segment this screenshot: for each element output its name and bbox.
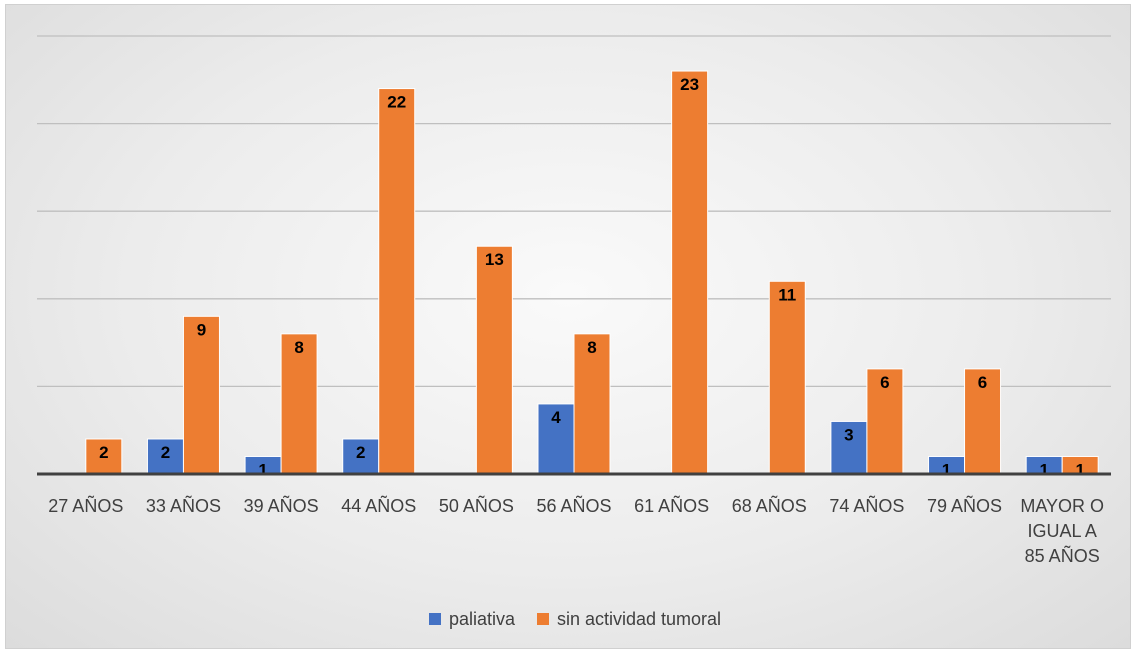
data-label: 2: [356, 443, 365, 462]
bar-paliativa: [537, 403, 575, 475]
x-tick-label: 56 AÑOS: [536, 495, 611, 516]
x-tick-label: 33 AÑOS: [146, 495, 221, 516]
bar-paliativa: [830, 420, 868, 475]
legend-entry-sin-actividad: sin actividad tumoral: [536, 608, 722, 630]
data-label: 2: [99, 443, 108, 462]
x-tick-label: 27 AÑOS: [48, 495, 123, 516]
data-label: 1: [1075, 460, 1084, 479]
data-label: 2: [161, 443, 170, 462]
data-label: 11: [778, 285, 796, 304]
data-label: 6: [978, 373, 987, 392]
data-label: 8: [294, 338, 303, 357]
data-label: 22: [387, 93, 406, 112]
data-label: 1: [1039, 460, 1048, 479]
x-tick-label: MAYOR O IGUAL A 85 AÑOS: [1020, 496, 1104, 566]
bar-sin-actividad: [964, 368, 1002, 475]
x-tick-label: 44 AÑOS: [341, 495, 416, 516]
bar-sin-actividad: [378, 88, 416, 475]
x-tick-label: 74 AÑOS: [829, 495, 904, 516]
legend-swatch-paliativa: [428, 613, 441, 625]
legend-label-sin-actividad: sin actividad tumoral: [556, 608, 722, 629]
bar-sin-actividad: [182, 315, 220, 475]
legend: paliativa sin actividad tumoral: [372, 597, 778, 641]
x-tick-label: 50 AÑOS: [439, 495, 514, 516]
bar-sin-actividad: [475, 245, 513, 475]
data-label: 9: [197, 320, 206, 339]
legend-entry-paliativa: paliativa: [428, 608, 515, 630]
data-label: 1: [942, 460, 951, 479]
data-label: 23: [680, 75, 699, 94]
data-label: 6: [880, 373, 889, 392]
x-tick-label: 39 AÑOS: [244, 495, 319, 516]
data-label: 13: [485, 250, 504, 269]
bar-sin-actividad: [671, 70, 709, 475]
data-label: 3: [844, 425, 853, 444]
data-label: 1: [258, 460, 267, 479]
x-tick-label: 61 AÑOS: [634, 495, 709, 516]
bar-sin-actividad: [280, 333, 318, 475]
data-label: 4: [551, 408, 561, 427]
legend-label-paliativa: paliativa: [448, 608, 515, 629]
legend-swatch-sin-actividad: [536, 613, 549, 625]
data-label: 8: [587, 338, 596, 357]
bar-sin-actividad: [573, 333, 611, 475]
bar-sin-actividad: [768, 280, 806, 475]
bar-paliativa: [146, 438, 184, 475]
x-tick-label: 79 AÑOS: [927, 495, 1002, 516]
x-tick-label: 68 AÑOS: [732, 495, 807, 516]
